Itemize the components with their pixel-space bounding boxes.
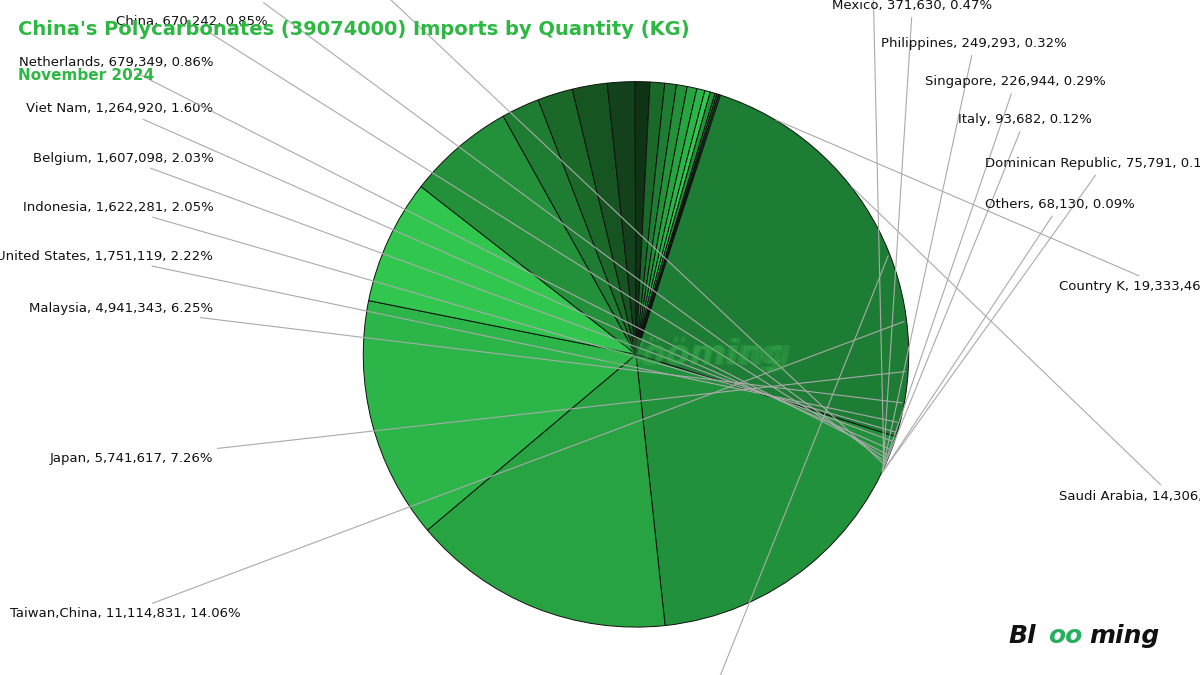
Text: Viet Nam, 1,264,920, 1.60%: Viet Nam, 1,264,920, 1.60%: [26, 103, 889, 449]
Text: oo: oo: [1048, 624, 1082, 648]
Text: United States, 1,751,119, 2.22%: United States, 1,751,119, 2.22%: [0, 250, 898, 423]
Wedge shape: [368, 186, 636, 354]
Text: November 2024: November 2024: [18, 68, 154, 82]
Wedge shape: [636, 90, 710, 354]
Wedge shape: [607, 82, 636, 354]
Wedge shape: [635, 82, 650, 354]
Text: Indonesia, 1,622,281, 2.05%: Indonesia, 1,622,281, 2.05%: [23, 200, 895, 432]
Text: Japan, 5,741,617, 7.26%: Japan, 5,741,617, 7.26%: [49, 371, 906, 464]
Wedge shape: [636, 94, 719, 354]
Wedge shape: [503, 100, 636, 354]
Text: Blööming: Blööming: [600, 337, 792, 372]
Wedge shape: [539, 89, 636, 354]
Text: Brazil, 50,400, 15.29%: Brazil, 50,400, 15.29%: [620, 256, 888, 675]
Wedge shape: [421, 116, 636, 354]
Text: Italy, 93,682, 0.12%: Italy, 93,682, 0.12%: [882, 113, 1092, 472]
Wedge shape: [636, 88, 704, 354]
Text: Blooming: Blooming: [607, 338, 785, 371]
Wedge shape: [364, 300, 636, 530]
Wedge shape: [636, 93, 718, 354]
Wedge shape: [636, 354, 896, 626]
Text: Philippines, 249,293, 0.32%: Philippines, 249,293, 0.32%: [882, 37, 1067, 469]
Wedge shape: [636, 82, 665, 354]
Wedge shape: [636, 86, 697, 354]
Wedge shape: [636, 95, 908, 437]
Text: Others, 68,130, 0.09%: Others, 68,130, 0.09%: [882, 198, 1135, 472]
Wedge shape: [636, 92, 715, 354]
Wedge shape: [427, 354, 665, 627]
Text: Singapore, 226,944, 0.29%: Singapore, 226,944, 0.29%: [882, 75, 1106, 470]
Text: Bl: Bl: [1008, 624, 1036, 648]
Text: Saudi Arabia, 14,306,208, 18.10%: Saudi Arabia, 14,306,208, 18.10%: [852, 186, 1200, 503]
Wedge shape: [636, 84, 688, 354]
Text: Spain, 493,197, 0.62%: Spain, 493,197, 0.62%: [281, 0, 883, 464]
Text: Hong Kong,China, 449,659, 0.57%: Hong Kong,China, 449,659, 0.57%: [758, 0, 986, 465]
Text: Country K, 19,333,467, 24.46%: Country K, 19,333,467, 24.46%: [776, 120, 1200, 293]
Wedge shape: [636, 83, 677, 354]
Wedge shape: [636, 95, 720, 354]
Text: ming: ming: [1090, 624, 1160, 648]
Text: Dominican Republic, 75,791, 0.10%: Dominican Republic, 75,791, 0.10%: [882, 157, 1200, 472]
Text: Netherlands, 679,349, 0.86%: Netherlands, 679,349, 0.86%: [19, 56, 887, 454]
Text: Belgium, 1,607,098, 2.03%: Belgium, 1,607,098, 2.03%: [32, 151, 892, 441]
Text: Malaysia, 4,941,343, 6.25%: Malaysia, 4,941,343, 6.25%: [29, 302, 901, 403]
Text: Germany, 534,626, 0.68%: Germany, 534,626, 0.68%: [162, 0, 884, 461]
Text: China, 670,242, 0.85%: China, 670,242, 0.85%: [116, 15, 886, 458]
Wedge shape: [572, 83, 636, 354]
Text: China's Polycarbonates (39074000) Imports by Quantity (KG): China's Polycarbonates (39074000) Import…: [18, 20, 690, 39]
Text: Mexico, 371,630, 0.47%: Mexico, 371,630, 0.47%: [833, 0, 992, 468]
Text: Taiwan,China, 11,114,831, 14.06%: Taiwan,China, 11,114,831, 14.06%: [10, 321, 904, 620]
